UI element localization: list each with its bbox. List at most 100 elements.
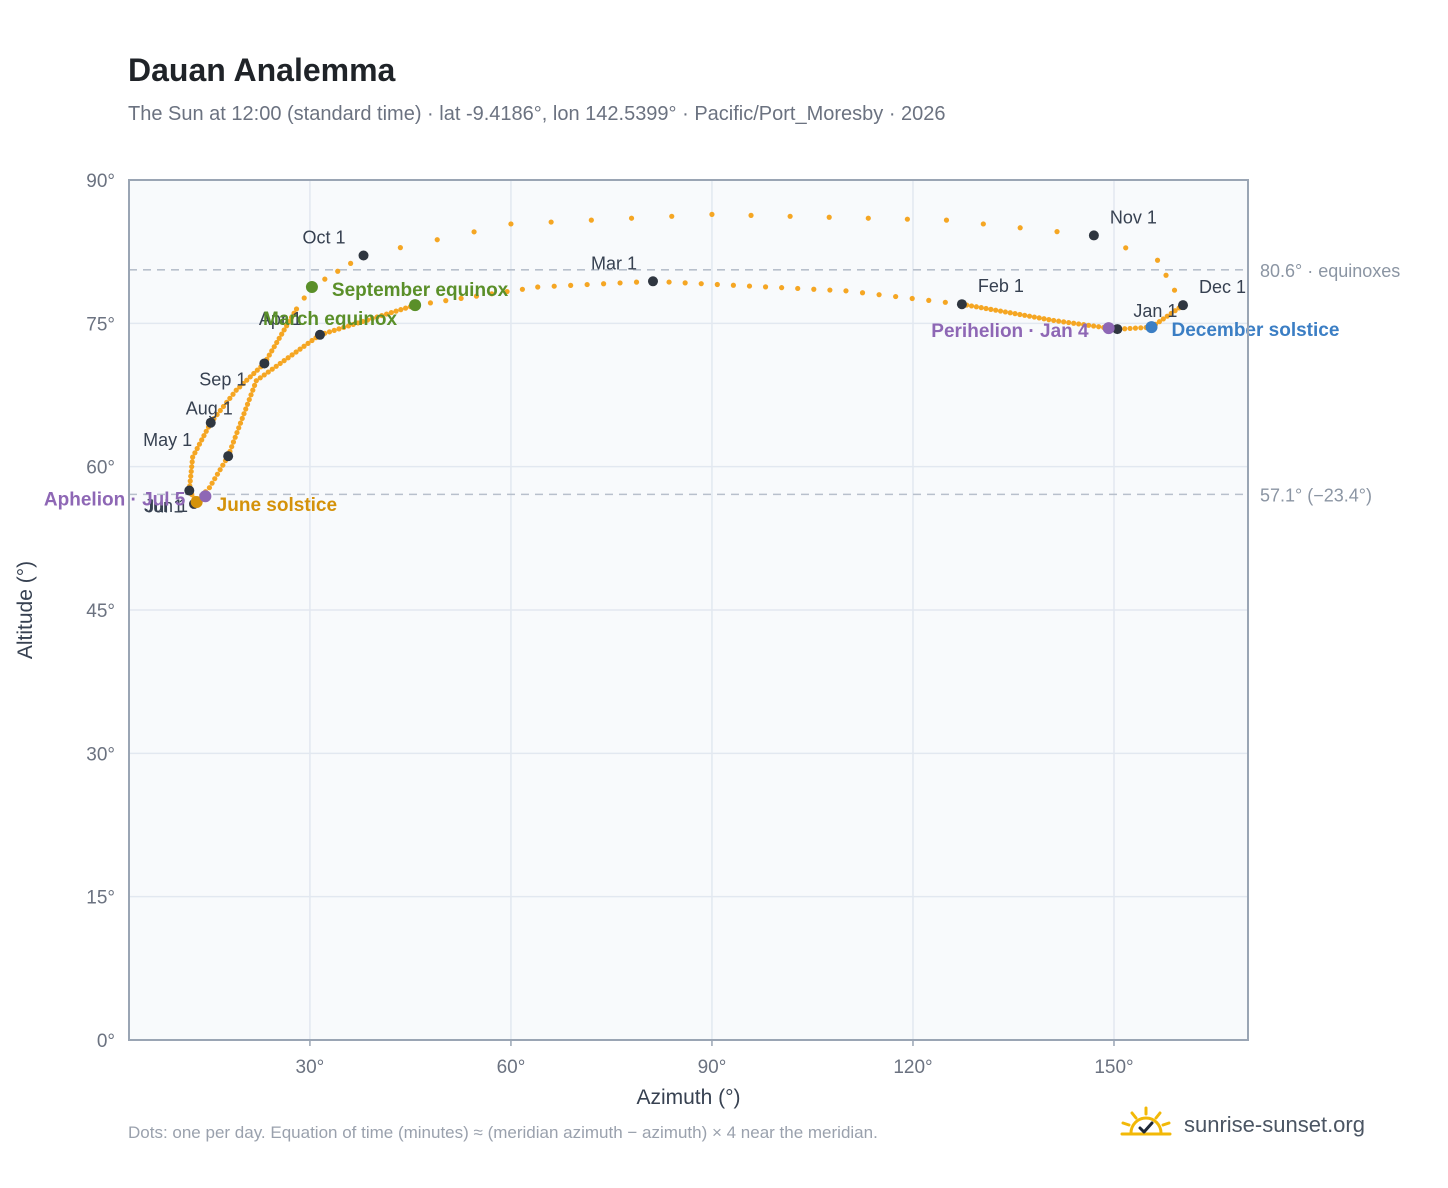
daily-sun-dot: [217, 407, 223, 414]
daily-sun-dot: [714, 281, 720, 288]
daily-sun-dot: [535, 284, 541, 290]
daily-sun-dot: [730, 282, 736, 288]
daily-sun-dot: [1096, 324, 1102, 330]
daily-sun-dot: [285, 355, 291, 361]
month-marker-label: Jan 1: [1133, 301, 1177, 321]
daily-sun-dot: [284, 323, 290, 329]
month-marker-dot: [1088, 230, 1099, 241]
daily-sun-dot: [234, 429, 240, 436]
special-point-dot: [305, 281, 318, 294]
daily-sun-dot: [355, 320, 361, 326]
daily-sun-dot: [746, 283, 753, 289]
brand-logo[interactable]: sunrise-sunset.org: [1118, 1100, 1365, 1150]
daily-sun-dot: [698, 281, 704, 287]
daily-sun-dot: [859, 290, 866, 296]
month-marker-dot: [956, 299, 967, 310]
daily-sun-dot: [281, 327, 287, 333]
daily-sun-dot: [993, 307, 999, 313]
daily-sun-dot: [350, 321, 356, 328]
daily-sun-dot: [983, 305, 989, 312]
daily-sun-dot: [189, 464, 195, 470]
daily-sun-dot: [244, 377, 250, 383]
daily-sun-dot: [628, 215, 635, 221]
daily-sun-dot: [633, 279, 640, 285]
daily-sun-dot: [250, 387, 256, 393]
brand-name: sunrise-sunset.org: [1184, 1112, 1365, 1137]
daily-sun-dot: [942, 299, 948, 305]
daily-sun-dot: [265, 369, 271, 375]
daily-sun-dot: [253, 378, 259, 384]
daily-sun-dot: [1007, 310, 1013, 316]
daily-sun-dot: [1041, 316, 1047, 322]
daily-sun-dot: [341, 324, 347, 330]
special-point-dot: [1145, 321, 1158, 334]
daily-sun-dot: [199, 437, 205, 443]
daily-sun-dot: [943, 217, 950, 223]
daily-sun-dot: [779, 285, 785, 291]
month-marker-dot: [647, 276, 658, 287]
daily-sun-dot: [279, 331, 285, 337]
daily-sun-dot: [209, 480, 215, 486]
daily-sun-dot: [281, 358, 287, 364]
daily-sun-dot: [748, 212, 754, 218]
daily-sun-dot: [326, 329, 333, 335]
daily-sun-dot: [331, 327, 337, 333]
daily-sun-dot: [904, 216, 910, 222]
daily-sun-dot: [374, 314, 380, 320]
daily-sun-dot: [239, 415, 245, 422]
daily-sun-dot: [236, 425, 242, 431]
daily-sun-dot: [1066, 319, 1072, 326]
daily-sun-dot: [1156, 319, 1162, 325]
daily-sun-dot: [1154, 257, 1161, 263]
daily-sun-dot: [865, 215, 871, 221]
daily-sun-dot: [1071, 320, 1077, 326]
daily-sun-dot: [1123, 245, 1129, 251]
daily-sun-dot: [1171, 287, 1178, 293]
daily-sun-dot: [188, 473, 194, 479]
x-tick-label: 150°: [1094, 1057, 1133, 1078]
daily-sun-dot: [1031, 314, 1037, 320]
daily-sun-dot: [214, 411, 220, 418]
special-point-label: June solstice: [217, 495, 337, 516]
daily-sun-dot: [393, 308, 399, 314]
daily-sun-dot: [271, 344, 277, 350]
daily-sun-dot: [217, 467, 223, 473]
special-point-label: September equinox: [332, 280, 509, 301]
daily-sun-dot: [1164, 313, 1170, 319]
daily-sun-dot: [762, 284, 769, 290]
daily-sun-dot: [230, 439, 237, 445]
daily-sun-dot: [1002, 309, 1008, 315]
daily-sun-dot: [1172, 308, 1178, 314]
daily-sun-dot: [1163, 272, 1169, 278]
daily-sun-dot: [1056, 318, 1062, 324]
daily-sun-dot: [682, 280, 688, 286]
x-tick-label: 30°: [296, 1057, 325, 1078]
daily-sun-dot: [301, 295, 307, 301]
daily-sun-dot: [345, 323, 352, 329]
daily-sun-dot: [709, 211, 715, 217]
daily-sun-dot: [551, 283, 557, 289]
daily-sun-dot: [1076, 321, 1082, 327]
daily-sun-dot: [336, 326, 342, 332]
daily-sun-dot: [241, 411, 247, 417]
daily-sun-dot: [568, 282, 574, 288]
daily-sun-dot: [322, 276, 328, 282]
daily-sun-dot: [893, 293, 899, 300]
daily-sun-dot: [335, 268, 341, 274]
daily-sun-dot: [206, 485, 213, 491]
month-marker-label: Dec 1: [1199, 277, 1246, 297]
daily-sun-dot: [220, 462, 226, 468]
daily-sun-dot: [1086, 322, 1092, 328]
daily-sun-dot: [508, 221, 514, 227]
reference-line-label: 57.1° (−23.4°): [1260, 485, 1372, 505]
daily-sun-dot: [1054, 229, 1060, 235]
y-tick-label: 90°: [86, 171, 115, 192]
sun-check-icon: [1120, 1106, 1172, 1136]
daily-sun-dot: [669, 213, 675, 219]
daily-sun-dot: [293, 306, 300, 312]
daily-sun-dot: [243, 406, 249, 412]
daily-sun-dot: [980, 221, 986, 227]
daily-sun-dot: [297, 346, 303, 352]
daily-sun-dot: [1046, 317, 1052, 323]
daily-sun-dot: [237, 384, 243, 390]
